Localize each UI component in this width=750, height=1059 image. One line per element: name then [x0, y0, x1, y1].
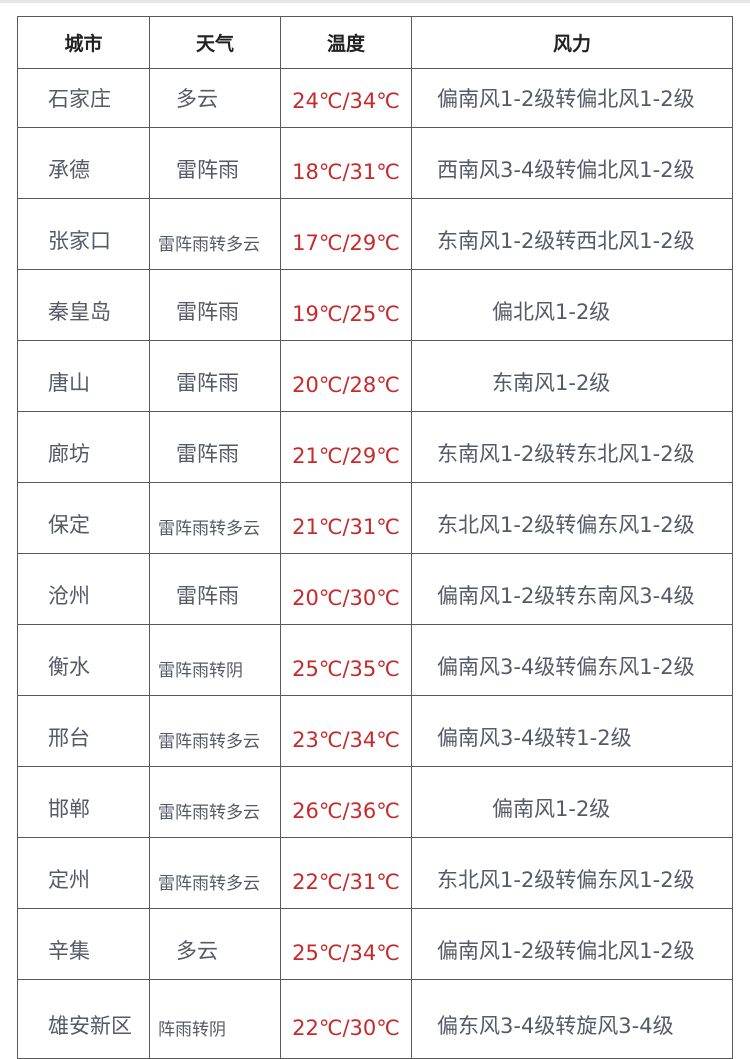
temperature-cell: 21℃/31℃: [280, 482, 412, 554]
temperature-cell: 18℃/31℃: [280, 127, 412, 199]
wind-cell: 偏北风1-2级: [411, 269, 733, 341]
city-cell: 沧州: [17, 553, 150, 625]
city-cell: 承德: [17, 127, 150, 199]
city-cell: 保定: [17, 482, 150, 554]
weather-table: 城市 天气 温度 风力 石家庄 多云 24℃/34℃ 偏南风1-2级转偏北风1-2级承…: [17, 16, 733, 1059]
table-row: 承德 雷阵雨 18℃/31℃ 西南风3-4级转偏北风1-2级: [17, 127, 733, 199]
temperature-cell: 24℃/34℃: [280, 68, 412, 128]
wind-cell: 西南风3-4级转偏北风1-2级: [411, 127, 733, 199]
temperature-cell: 19℃/25℃: [280, 269, 412, 341]
wind-cell: 东南风1-2级转东北风1-2级: [411, 411, 733, 483]
city-cell: 邯郸: [17, 766, 150, 838]
weather-cell: 阵雨转阴: [149, 979, 281, 1059]
table-row: 邯郸 雷阵雨转多云 26℃/36℃ 偏南风1-2级: [17, 766, 733, 838]
weather-cell: 雷阵雨转多云: [149, 766, 281, 838]
weather-cell: 雷阵雨: [149, 411, 281, 483]
wind-cell: 东南风1-2级转西北风1-2级: [411, 198, 733, 270]
temperature-cell: 25℃/34℃: [280, 908, 412, 980]
city-cell: 邢台: [17, 695, 150, 767]
weather-cell: 雷阵雨转阴: [149, 624, 281, 696]
table-row: 沧州 雷阵雨 20℃/30℃ 偏南风1-2级转东南风3-4级: [17, 553, 733, 625]
city-cell: 秦皇岛: [17, 269, 150, 341]
table-row: 雄安新区 阵雨转阴 22℃/30℃ 偏东风3-4级转旋风3-4级: [17, 979, 733, 1059]
table-row: 张家口 雷阵雨转多云 17℃/29℃ 东南风1-2级转西北风1-2级: [17, 198, 733, 270]
temperature-cell: 22℃/30℃: [280, 979, 412, 1059]
wind-cell: 偏南风1-2级: [411, 766, 733, 838]
table-row: 辛集 多云 25℃/34℃ 偏南风1-2级转偏北风1-2级: [17, 908, 733, 980]
city-cell: 辛集: [17, 908, 150, 980]
header-weather: 天气: [149, 16, 281, 69]
wind-cell: 东北风1-2级转偏东风1-2级: [411, 482, 733, 554]
weather-cell: 雷阵雨: [149, 340, 281, 412]
header-wind: 风力: [411, 16, 733, 69]
weather-cell: 雷阵雨: [149, 127, 281, 199]
table-row: 石家庄 多云 24℃/34℃ 偏南风1-2级转偏北风1-2级: [17, 68, 733, 128]
header-city: 城市: [17, 16, 150, 69]
city-cell: 廊坊: [17, 411, 150, 483]
table-row: 唐山 雷阵雨 20℃/28℃ 东南风1-2级: [17, 340, 733, 412]
top-divider: [0, 0, 750, 3]
temperature-cell: 26℃/36℃: [280, 766, 412, 838]
weather-cell: 雷阵雨转多云: [149, 695, 281, 767]
wind-cell: 东北风1-2级转偏东风1-2级: [411, 837, 733, 909]
temperature-cell: 21℃/29℃: [280, 411, 412, 483]
city-cell: 石家庄: [17, 68, 150, 128]
temperature-cell: 17℃/29℃: [280, 198, 412, 270]
header-row: 城市 天气 温度 风力: [17, 16, 733, 69]
header-temperature: 温度: [280, 16, 412, 69]
table-row: 衡水 雷阵雨转阴 25℃/35℃ 偏南风3-4级转偏东风1-2级: [17, 624, 733, 696]
weather-cell: 雷阵雨: [149, 269, 281, 341]
weather-cell: 雷阵雨转多云: [149, 198, 281, 270]
city-cell: 张家口: [17, 198, 150, 270]
temperature-cell: 20℃/28℃: [280, 340, 412, 412]
wind-cell: 东南风1-2级: [411, 340, 733, 412]
wind-cell: 偏南风1-2级转偏北风1-2级: [411, 68, 733, 128]
wind-cell: 偏南风3-4级转偏东风1-2级: [411, 624, 733, 696]
table-row: 邢台 雷阵雨转多云 23℃/34℃ 偏南风3-4级转1-2级: [17, 695, 733, 767]
city-cell: 雄安新区: [17, 979, 150, 1059]
table-row: 秦皇岛 雷阵雨 19℃/25℃ 偏北风1-2级: [17, 269, 733, 341]
temperature-cell: 25℃/35℃: [280, 624, 412, 696]
weather-cell: 雷阵雨转多云: [149, 482, 281, 554]
weather-cell: 雷阵雨: [149, 553, 281, 625]
wind-cell: 偏南风1-2级转东南风3-4级: [411, 553, 733, 625]
city-cell: 定州: [17, 837, 150, 909]
temperature-cell: 23℃/34℃: [280, 695, 412, 767]
city-cell: 唐山: [17, 340, 150, 412]
weather-cell: 多云: [149, 908, 281, 980]
temperature-cell: 20℃/30℃: [280, 553, 412, 625]
weather-cell: 多云: [149, 68, 281, 128]
wind-cell: 偏南风1-2级转偏北风1-2级: [411, 908, 733, 980]
city-cell: 衡水: [17, 624, 150, 696]
weather-cell: 雷阵雨转多云: [149, 837, 281, 909]
table-row: 定州 雷阵雨转多云 22℃/31℃ 东北风1-2级转偏东风1-2级: [17, 837, 733, 909]
temperature-cell: 22℃/31℃: [280, 837, 412, 909]
wind-cell: 偏东风3-4级转旋风3-4级: [411, 979, 733, 1059]
table-row: 保定 雷阵雨转多云 21℃/31℃ 东北风1-2级转偏东风1-2级: [17, 482, 733, 554]
wind-cell: 偏南风3-4级转1-2级: [411, 695, 733, 767]
table-row: 廊坊 雷阵雨 21℃/29℃ 东南风1-2级转东北风1-2级: [17, 411, 733, 483]
